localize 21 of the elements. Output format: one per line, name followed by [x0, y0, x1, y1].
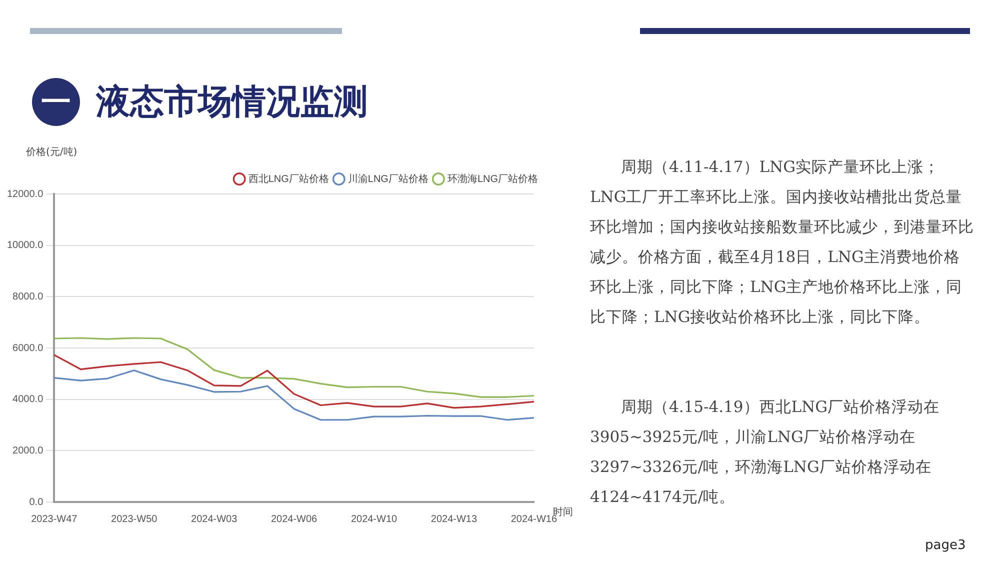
legend-label: 环渤海LNG厂站价格: [447, 172, 538, 185]
y-tick-label: 8000.0: [12, 291, 44, 302]
x-tick-label: 2023-W50: [111, 514, 158, 525]
legend-label: 西北LNG厂站价格: [248, 172, 329, 185]
x-tick-label: 2024-W13: [430, 514, 478, 525]
y-tick-label: 2000.0: [12, 445, 44, 456]
chart-title: 一 液态市场情况监测: [40, 81, 368, 124]
y-axis-title: 价格(元/吨): [26, 146, 78, 159]
text: 周期（4.15-4.19）西北LNG厂站价格浮动在3905~3925元/吨，川渝LNG厂站价格浮动在3297~3326元/吨，环渤海LNG厂站价格浮动在4124~4174元/吨。: [590, 397, 940, 508]
y-tick-label: 4000.0: [12, 394, 44, 406]
x-tick-label: 2023-W47: [31, 514, 78, 525]
y-tick-label: 0.0: [29, 496, 44, 508]
y-tick-label: 12000.0: [6, 188, 44, 200]
legend-label: 川渝LNG厂站价格: [348, 172, 428, 185]
y-tick-label: 10000.0: [6, 240, 44, 252]
text: 周期（4.11-4.17）LNG实际产量环比上涨；LNG工厂开工率环比上涨。国内接收站槽批出货总量环比增加；国内接收站接船数量环比减少，到港量环比减少。价格方面，截至4月18日，LNG主消费地价格环比上涨，同比下降；LNG主产地价格环比上涨，同比下降；LNG接收站价格环比上涨，同比下降。: [590, 157, 974, 328]
text: page3: [925, 538, 966, 553]
x-tick-label: 2024-W10: [350, 514, 398, 525]
x-tick-label: 2024-W06: [270, 514, 318, 525]
y-tick-label: 6000.0: [12, 342, 44, 354]
x-tick-label: 2024-W03: [191, 514, 238, 525]
